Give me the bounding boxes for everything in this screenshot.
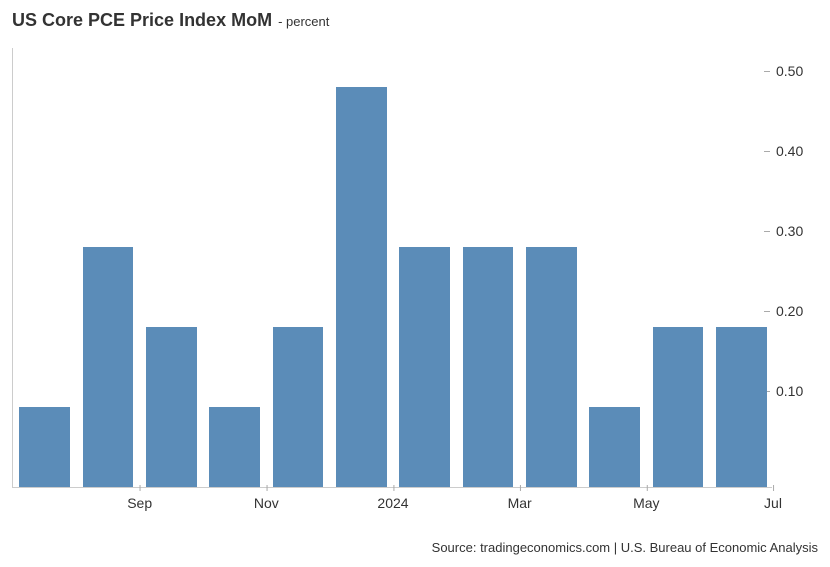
bar bbox=[209, 407, 260, 487]
x-tick-label: May bbox=[633, 495, 659, 511]
bar bbox=[589, 407, 640, 487]
bar bbox=[526, 247, 577, 487]
x-tick-label: 2024 bbox=[377, 495, 408, 511]
bar bbox=[273, 327, 324, 487]
bar bbox=[653, 327, 704, 487]
chart-unit: - percent bbox=[278, 14, 329, 29]
y-tick-label: 0.40 bbox=[776, 143, 820, 159]
x-tick-label: Sep bbox=[127, 495, 152, 511]
y-tick-label: 0.50 bbox=[776, 63, 820, 79]
source-text: Source: tradingeconomics.com | U.S. Bure… bbox=[432, 540, 818, 555]
chart-title: US Core PCE Price Index MoM bbox=[12, 10, 272, 31]
x-tick-label: Mar bbox=[508, 495, 532, 511]
bar bbox=[399, 247, 450, 487]
bar bbox=[463, 247, 514, 487]
bar bbox=[336, 87, 387, 487]
bar bbox=[19, 407, 70, 487]
plot-area: 0.100.200.300.400.50SepNov2024MarMayJul bbox=[12, 48, 772, 488]
bar bbox=[716, 327, 767, 487]
x-tick-label: Nov bbox=[254, 495, 279, 511]
chart-title-row: US Core PCE Price Index MoM - percent bbox=[12, 10, 329, 31]
y-tick-label: 0.30 bbox=[776, 223, 820, 239]
x-tick-label: Jul bbox=[764, 495, 782, 511]
y-tick-label: 0.20 bbox=[776, 303, 820, 319]
bar bbox=[83, 247, 134, 487]
bar bbox=[146, 327, 197, 487]
y-tick-label: 0.10 bbox=[776, 383, 820, 399]
